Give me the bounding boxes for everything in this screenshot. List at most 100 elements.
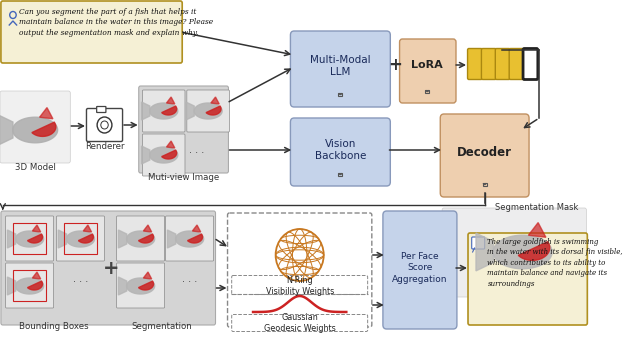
Polygon shape [168,230,176,248]
Polygon shape [162,106,177,115]
Bar [64,223,97,254]
Text: N-Ring
Visibility Weights: N-Ring Visibility Weights [266,276,334,296]
Text: Muti-view Image: Muti-view Image [148,173,220,182]
Polygon shape [493,235,552,269]
FancyBboxPatch shape [509,49,524,80]
FancyBboxPatch shape [1,1,182,63]
Polygon shape [143,225,152,232]
Text: Can you segment the part of a fish that helps it
maintain balance in the water i: Can you segment the part of a fish that … [19,8,214,37]
FancyBboxPatch shape [187,90,229,132]
Polygon shape [175,231,204,247]
FancyBboxPatch shape [1,211,216,325]
Text: Decoder: Decoder [457,147,512,159]
FancyBboxPatch shape [166,216,214,261]
Text: Renderer: Renderer [84,142,124,151]
Polygon shape [8,230,16,248]
FancyBboxPatch shape [232,276,367,295]
Polygon shape [166,97,175,104]
Polygon shape [518,242,550,261]
FancyBboxPatch shape [86,109,122,142]
FancyBboxPatch shape [56,216,104,261]
Polygon shape [0,116,13,144]
Text: 3D Model: 3D Model [15,163,56,172]
FancyBboxPatch shape [139,86,228,173]
Polygon shape [32,122,56,136]
Polygon shape [193,225,201,232]
Polygon shape [141,102,150,120]
FancyBboxPatch shape [228,213,372,327]
Polygon shape [28,234,42,243]
Text: +: + [103,258,119,277]
Polygon shape [15,231,44,247]
Text: Multi-Modal
LLM: Multi-Modal LLM [310,55,371,77]
Text: · · ·: · · · [73,277,88,287]
Text: Vision
Backbone: Vision Backbone [315,139,366,161]
FancyBboxPatch shape [442,208,586,297]
Polygon shape [118,277,127,295]
Text: LoRA: LoRA [412,60,443,70]
FancyBboxPatch shape [116,263,164,308]
Text: +: + [388,56,402,74]
FancyBboxPatch shape [468,49,483,80]
Polygon shape [162,150,177,159]
FancyBboxPatch shape [472,237,484,249]
FancyBboxPatch shape [399,39,456,103]
FancyBboxPatch shape [143,134,185,176]
Polygon shape [143,272,152,279]
Polygon shape [58,230,67,248]
Text: Segmentation: Segmentation [131,322,192,331]
Polygon shape [33,225,41,232]
Polygon shape [150,103,178,119]
Text: · · ·: · · · [182,277,197,287]
FancyBboxPatch shape [495,49,510,80]
FancyBboxPatch shape [523,49,538,80]
Bar [13,270,46,301]
Polygon shape [33,272,41,279]
Bar [483,183,486,186]
Text: · · ·: · · · [189,148,205,158]
FancyBboxPatch shape [291,31,390,107]
Polygon shape [529,223,546,237]
Polygon shape [138,281,154,290]
Polygon shape [13,117,58,143]
Bar [339,93,342,96]
Polygon shape [194,103,222,119]
Polygon shape [206,106,221,115]
Bar [13,223,46,254]
FancyBboxPatch shape [383,211,457,329]
Polygon shape [476,233,493,271]
FancyBboxPatch shape [116,216,164,261]
FancyBboxPatch shape [468,233,588,325]
FancyBboxPatch shape [232,314,367,332]
FancyBboxPatch shape [6,263,54,308]
FancyBboxPatch shape [97,106,106,113]
FancyBboxPatch shape [291,118,390,186]
Polygon shape [28,281,42,290]
Polygon shape [79,234,93,243]
Polygon shape [211,97,220,104]
Polygon shape [127,278,155,294]
Polygon shape [8,277,16,295]
Polygon shape [166,141,175,148]
Polygon shape [83,225,92,232]
Polygon shape [138,234,154,243]
Polygon shape [118,230,127,248]
Polygon shape [15,278,44,294]
Polygon shape [141,146,150,164]
Bar [426,90,429,93]
Polygon shape [127,231,155,247]
Polygon shape [186,102,194,120]
FancyBboxPatch shape [0,91,70,163]
Polygon shape [188,234,202,243]
Text: Segmentation Mask: Segmentation Mask [495,203,578,212]
Polygon shape [67,231,95,247]
Polygon shape [150,147,178,163]
Polygon shape [40,108,53,119]
Text: Bounding Boxes: Bounding Boxes [19,322,88,331]
Text: Per Face
Score
Aggregation: Per Face Score Aggregation [392,252,447,284]
Text: Gaussian
Geodesic Weights: Gaussian Geodesic Weights [264,313,335,333]
Text: The large goldfish is swimming
in the water with its dorsal fin visible,
which c: The large goldfish is swimming in the wa… [488,238,623,287]
FancyBboxPatch shape [440,114,529,197]
FancyBboxPatch shape [6,216,54,261]
Bar [339,173,342,176]
